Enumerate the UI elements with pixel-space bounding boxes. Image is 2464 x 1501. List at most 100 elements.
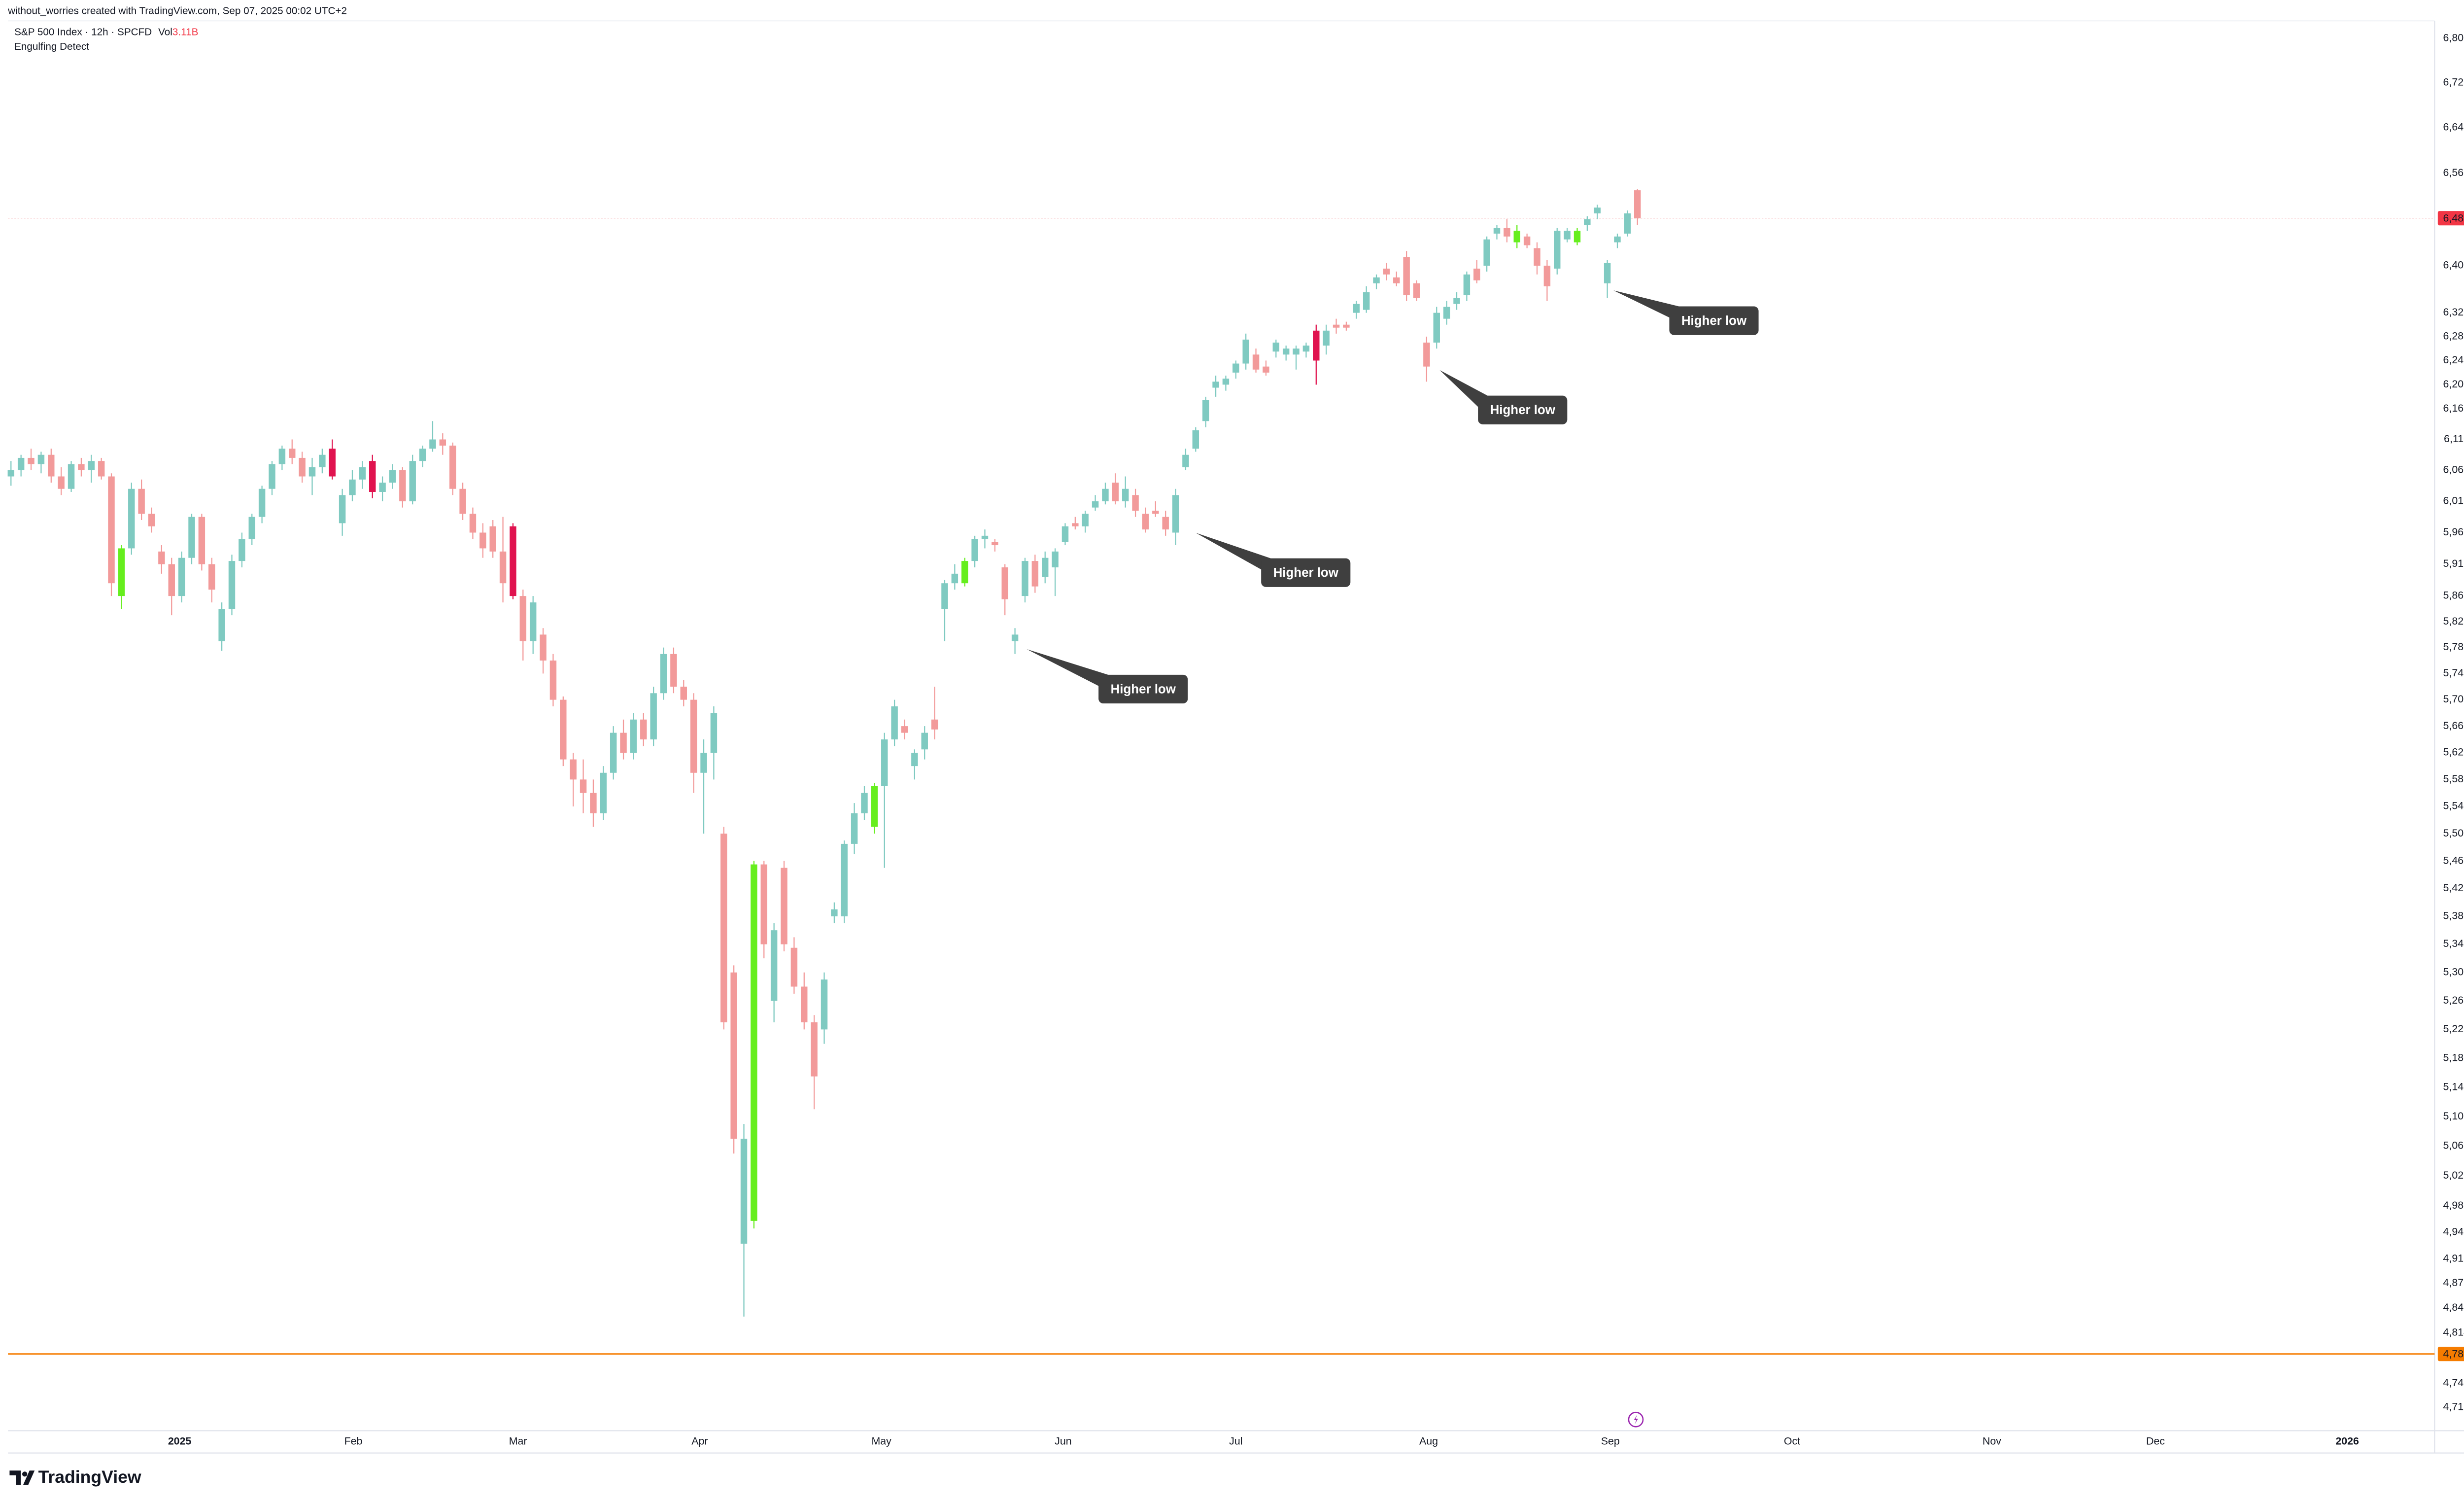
candle-body	[269, 464, 275, 489]
x-tick-label: Oct	[1784, 1435, 1800, 1447]
x-tick-label: Sep	[1601, 1435, 1620, 1447]
y-tick-label: 5,500.00	[2443, 827, 2464, 839]
candle-body	[650, 693, 657, 740]
candle-body	[680, 686, 687, 700]
brand: TradingView	[38, 1467, 141, 1487]
callout-text: Higher low	[1273, 566, 1339, 580]
candle-body	[529, 602, 537, 641]
candle-body	[7, 470, 15, 477]
callout: Higher low	[1439, 370, 1568, 424]
y-tick-label: 4,846.00	[2443, 1301, 2464, 1313]
candle-body	[128, 489, 135, 549]
candle-body	[600, 772, 607, 813]
candle-body	[1513, 230, 1520, 243]
candle-body	[239, 539, 245, 561]
callout-pointer	[1027, 649, 1108, 686]
candle-body	[1061, 526, 1069, 542]
candle-body	[1523, 236, 1531, 245]
last-price-label: 6,481.51	[2443, 212, 2464, 224]
candle-body	[108, 476, 115, 584]
candle-body	[1413, 283, 1420, 298]
candle-body	[98, 461, 105, 477]
candle-body	[1041, 558, 1049, 577]
volume-value: 3.11B	[172, 27, 199, 38]
y-tick-label: 6,280.00	[2443, 330, 2464, 342]
candle-body	[1182, 454, 1189, 467]
candle-body	[1463, 274, 1471, 295]
candle-body	[570, 759, 577, 780]
candle-body	[1363, 292, 1370, 310]
y-tick-label: 5,340.00	[2443, 938, 2464, 949]
x-tick-label: Mar	[509, 1435, 527, 1447]
y-tick-label: 5,820.00	[2443, 615, 2464, 627]
event-icon	[1628, 1411, 1644, 1428]
callout-pointer	[1439, 370, 1488, 407]
candle-body	[1433, 313, 1440, 343]
y-tick-label: 6,200.00	[2443, 378, 2464, 390]
candle-body	[1202, 400, 1209, 421]
candle-body	[1192, 430, 1199, 449]
event-bolt	[1634, 1415, 1638, 1425]
symbol: S&P 500 Index · 12h · SPCFD Vol3.11B	[14, 27, 198, 38]
candle-body	[1543, 265, 1551, 286]
y-tick-label: 6,400.00	[2443, 259, 2464, 271]
candle-body	[540, 634, 547, 661]
candle-body	[1282, 349, 1290, 355]
candle-body	[158, 551, 165, 564]
y-tick-label: 6,110.00	[2444, 433, 2464, 445]
candle-body	[469, 514, 477, 533]
candle-body	[811, 1022, 818, 1077]
level-box	[2437, 1347, 2464, 1361]
last-price-box	[2437, 211, 2464, 226]
candle-body	[1072, 523, 1079, 526]
candle-body	[499, 551, 507, 584]
candle-body	[419, 449, 426, 461]
candle-body	[1604, 263, 1611, 283]
x-tick-label: May	[871, 1435, 891, 1447]
callout: Higher low	[1027, 649, 1188, 704]
candle-body	[48, 454, 55, 477]
candle-body	[1564, 230, 1571, 240]
candle-body	[1534, 248, 1540, 266]
candle-body	[1082, 514, 1089, 526]
level-label: 4,787.04	[2443, 1348, 2464, 1360]
candle-body	[1323, 330, 1330, 346]
candle-body	[68, 464, 75, 489]
candle-body	[992, 542, 998, 546]
candle-body	[901, 726, 908, 733]
candle-body	[278, 449, 286, 464]
callout-box	[1098, 674, 1188, 704]
candle-body	[1584, 219, 1591, 225]
candle-body	[58, 476, 65, 489]
candle-body	[1112, 483, 1119, 501]
candle-body	[851, 813, 858, 844]
candle-body	[489, 526, 496, 552]
y-tick-label: 4,814.00	[2443, 1326, 2464, 1338]
candle-body	[138, 489, 145, 514]
candle-body	[510, 526, 516, 596]
candle-body	[921, 733, 928, 750]
candle-body	[1263, 366, 1269, 373]
candle-body	[1242, 339, 1249, 364]
candle-body	[218, 609, 225, 641]
candle-body	[1313, 330, 1320, 361]
y-tick-label: 5,660.00	[2443, 720, 2464, 732]
candle-body	[1212, 382, 1219, 388]
candle-body	[630, 719, 637, 753]
callout-pointer	[1196, 532, 1271, 570]
callout: Higher low	[1196, 532, 1351, 587]
callout-box	[1669, 306, 1759, 335]
candle-body	[188, 517, 195, 558]
y-tick-label: 5,380.00	[2443, 909, 2464, 921]
y-tick-label: 4,719.50	[2443, 1400, 2464, 1412]
y-tick-label: 5,020.00	[2443, 1169, 2464, 1181]
y-tick-label: 6,640.00	[2443, 121, 2464, 133]
candle-body	[1302, 346, 1310, 352]
volume-label: Vol	[158, 27, 172, 38]
candle-body	[861, 793, 868, 813]
y-tick-label: 5,460.00	[2443, 854, 2464, 866]
candle-body	[730, 972, 737, 1139]
candle-body	[308, 467, 316, 477]
